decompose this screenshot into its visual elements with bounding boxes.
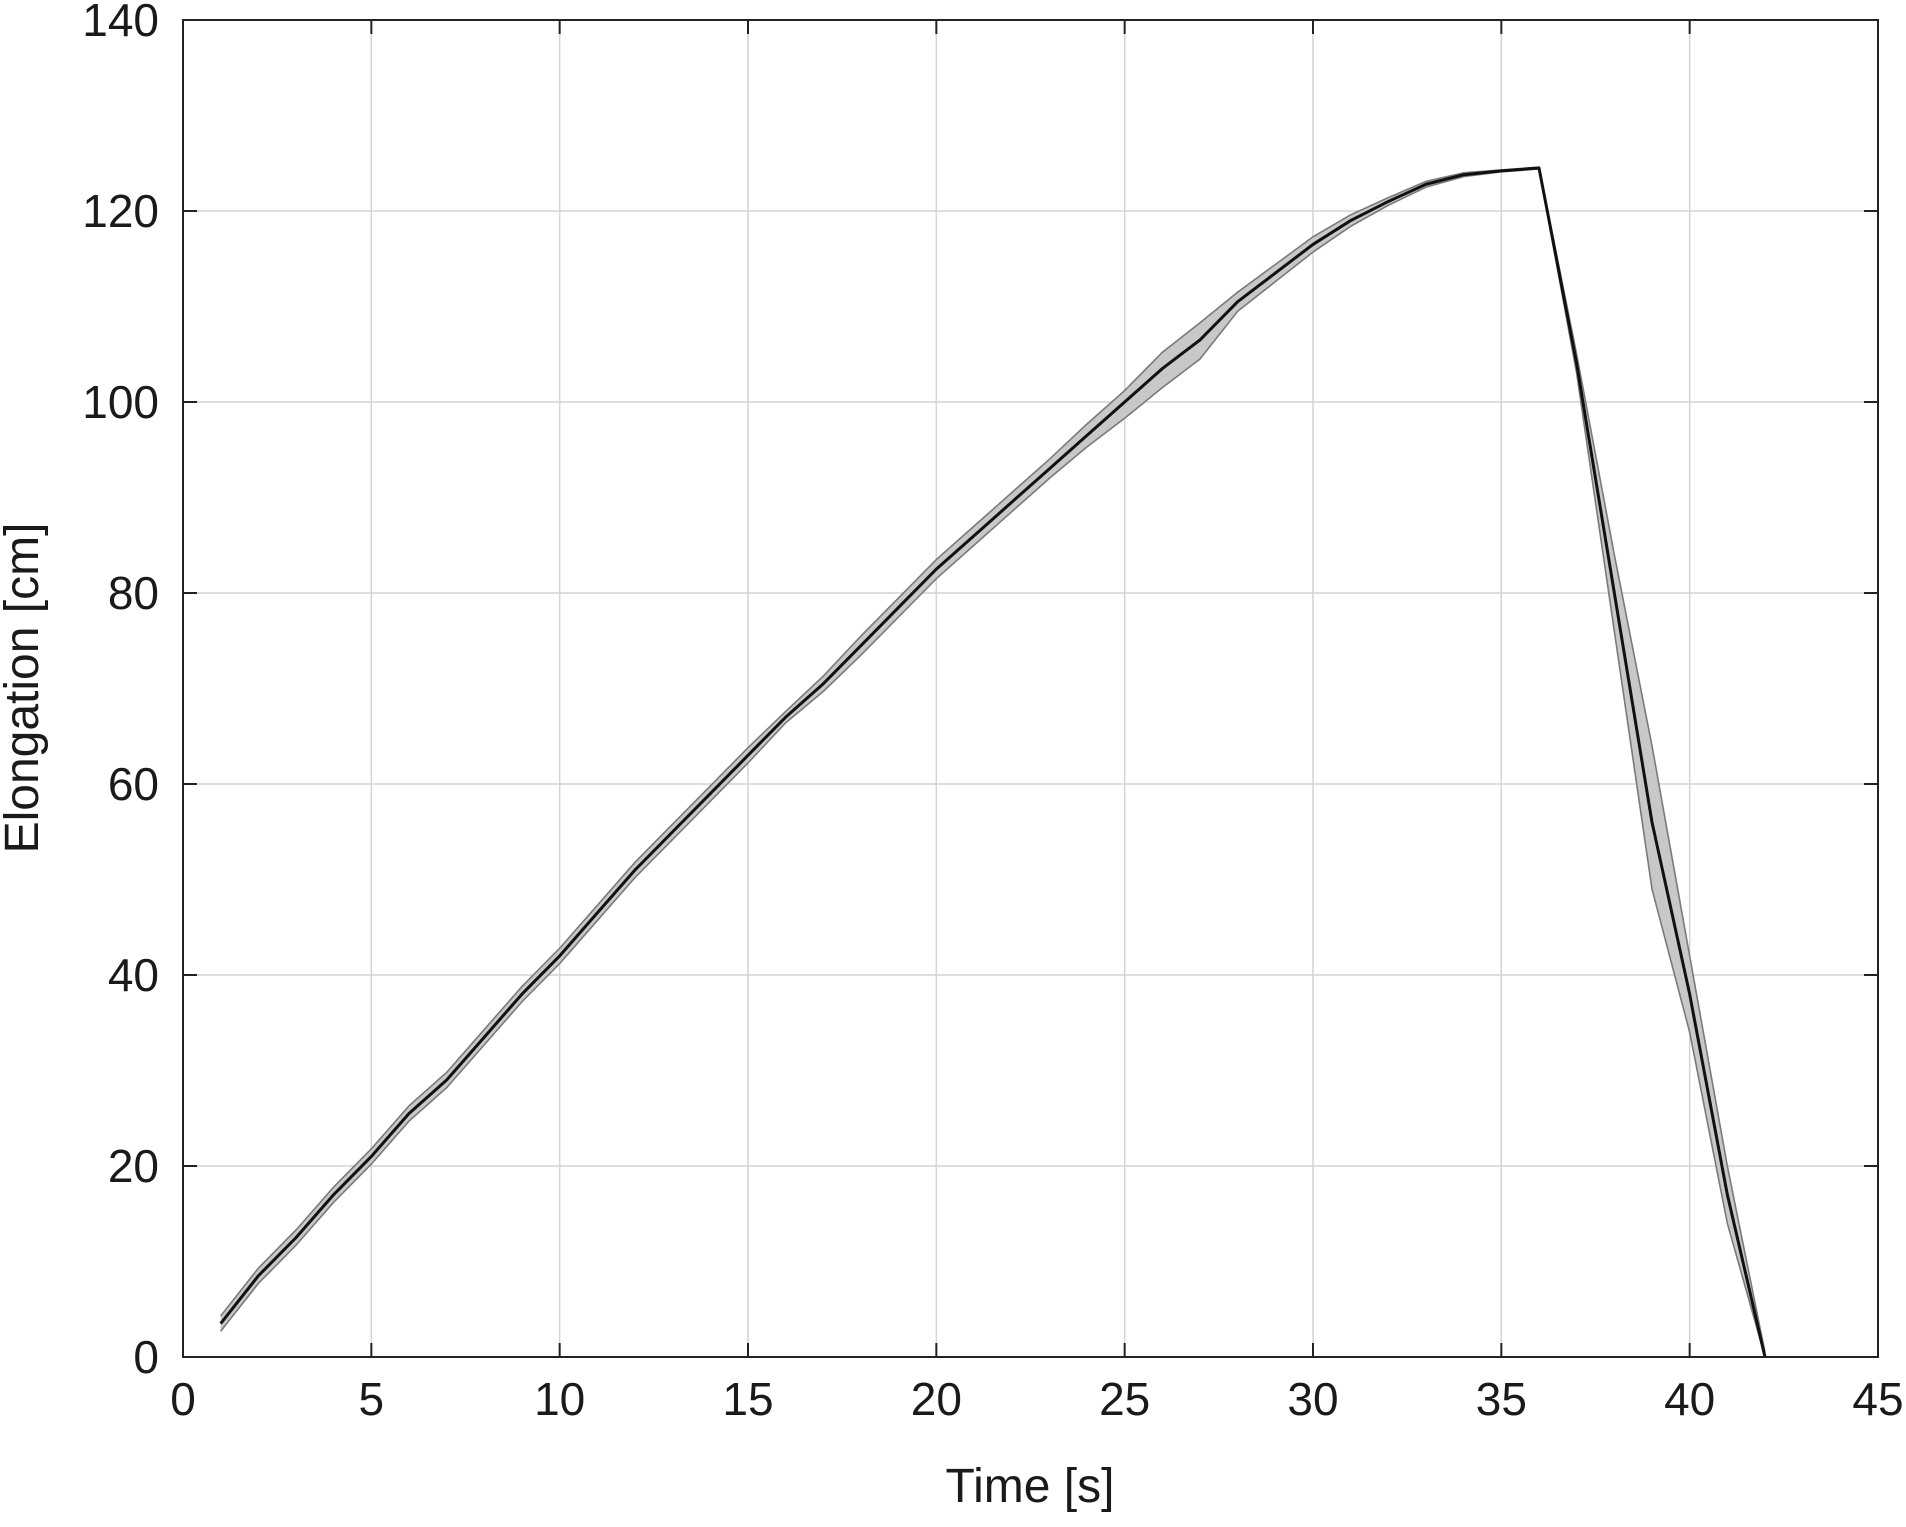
x-tick-label: 5 bbox=[359, 1373, 385, 1425]
x-tick-label: 30 bbox=[1287, 1373, 1338, 1425]
series-line bbox=[219, 166, 1767, 1358]
y-tick-label: 120 bbox=[82, 185, 159, 237]
y-tick-label: 140 bbox=[82, 0, 159, 46]
y-tick-label: 40 bbox=[108, 949, 159, 1001]
plot-frame bbox=[182, 19, 1879, 1358]
axis-ticks: 0 5 10 15 20 25 30 35 40 45 0 20 40 60 80 100 120 140 bbox=[82, 0, 1903, 1425]
data-series bbox=[219, 166, 1767, 1358]
x-tick-label: 25 bbox=[1099, 1373, 1150, 1425]
x-tick-label: 0 bbox=[170, 1373, 196, 1425]
x-tick-label: 35 bbox=[1476, 1373, 1527, 1425]
x-tick-label: 40 bbox=[1664, 1373, 1715, 1425]
y-tick-label: 100 bbox=[82, 376, 159, 428]
y-tick-label: 0 bbox=[133, 1331, 159, 1383]
y-axis-title: Elongation [cm] bbox=[0, 523, 49, 854]
confidence-band bbox=[220, 166, 1766, 1358]
x-tick-label: 20 bbox=[911, 1373, 962, 1425]
x-axis-title: Time [s] bbox=[946, 1460, 1115, 1513]
y-tick-label: 60 bbox=[108, 758, 159, 810]
band-lower-edge bbox=[220, 168, 1766, 1358]
y-tick-label: 80 bbox=[108, 567, 159, 619]
x-tick-label: 15 bbox=[722, 1373, 773, 1425]
x-tick-label: 10 bbox=[534, 1373, 585, 1425]
band-upper-edge bbox=[220, 166, 1766, 1353]
band-area bbox=[220, 167, 1766, 1357]
x-tick-label: 45 bbox=[1852, 1373, 1903, 1425]
y-tick-label: 20 bbox=[108, 1140, 159, 1192]
